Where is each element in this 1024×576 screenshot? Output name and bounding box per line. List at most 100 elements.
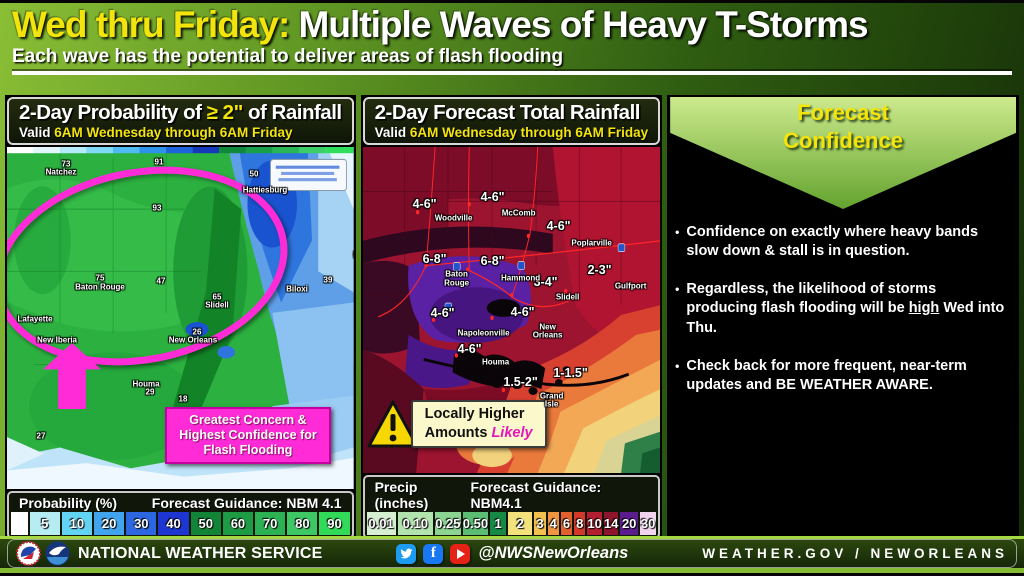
map-label: New Iberia bbox=[36, 335, 78, 345]
legend-cell: 30 bbox=[126, 512, 157, 535]
legend-cell bbox=[11, 512, 28, 535]
map-label: Orleans bbox=[532, 330, 563, 340]
footer: NATIONAL WEATHER SERVICE f @NWSNewOrlean… bbox=[0, 536, 1024, 573]
city-dots bbox=[415, 202, 567, 393]
rainfall-panel: 2-Day Forecast Total Rainfall Valid 6AM … bbox=[360, 95, 663, 541]
map-label: 75 bbox=[95, 273, 105, 283]
warning-line-2-pre: Amounts bbox=[424, 425, 492, 441]
nws-wordmark: NATIONAL WEATHER SERVICE bbox=[78, 544, 323, 562]
bullet-marker: • bbox=[675, 282, 680, 297]
map-label: 4-6" bbox=[430, 306, 455, 320]
map-label: New bbox=[539, 322, 556, 332]
map-label: 4-6" bbox=[546, 219, 571, 233]
probability-colorbar: 5 10 20 30 40 50 60 70 80 90 bbox=[11, 512, 350, 535]
legend-cell: 20 bbox=[94, 512, 125, 535]
map-label: 4-6" bbox=[412, 197, 437, 211]
legend-cell: 3 bbox=[534, 512, 546, 535]
interstate-shields bbox=[444, 243, 625, 312]
probability-panel: 2-Day Probability of ≥ 2" of Rainfall Va… bbox=[5, 95, 356, 541]
facebook-icon[interactable]: f bbox=[423, 543, 444, 564]
footer-bar: NATIONAL WEATHER SERVICE f @NWSNewOrlean… bbox=[7, 539, 1017, 568]
legend-cell: 30 bbox=[640, 512, 657, 535]
probability-map-image bbox=[7, 147, 354, 489]
legend-cell: 70 bbox=[255, 512, 286, 535]
map-label: 4-6" bbox=[510, 305, 535, 319]
probability-legend: Probability (%) Forecast Guidance: NBM 4… bbox=[7, 491, 354, 539]
map-label: Baton Rouge bbox=[75, 282, 125, 292]
warning-line-2-accent: Likely bbox=[491, 425, 533, 441]
map-label: 47 bbox=[156, 276, 166, 286]
map-label: Napoleonville bbox=[457, 328, 510, 338]
legend-cell: 60 bbox=[222, 512, 254, 535]
rainfall-panel-title: 2-Day Forecast Total Rainfall bbox=[374, 101, 641, 124]
probability-valid-line: Valid 6AM Wednesday through 6AM Friday bbox=[19, 125, 342, 140]
header-divider bbox=[12, 70, 1012, 75]
map-label: 29 bbox=[145, 387, 155, 397]
map-label: 73 bbox=[61, 159, 71, 169]
model-info-box bbox=[270, 158, 347, 192]
page-title-main: Multiple Waves of Heavy T-Storms bbox=[289, 4, 869, 45]
probability-title-accent: ≥ 2" bbox=[206, 101, 244, 124]
map-label: Biloxi bbox=[286, 284, 308, 294]
social-icons: f bbox=[396, 543, 471, 564]
map-label: Grand bbox=[539, 391, 564, 401]
probability-top-colorbar bbox=[7, 147, 354, 154]
probability-title-pre: 2-Day Probability of bbox=[19, 101, 207, 124]
map-label: 93 bbox=[152, 203, 162, 213]
warning-triangle-icon bbox=[367, 400, 419, 448]
legend-cell: 0.25 bbox=[435, 512, 461, 535]
map-label: Natchez bbox=[45, 167, 77, 177]
bullet-text: Confidence on exactly where heavy bands … bbox=[686, 224, 979, 260]
confidence-arrow: Forecast Confidence bbox=[670, 97, 1016, 209]
twitter-icon[interactable] bbox=[396, 543, 417, 564]
flash-flood-annotation: Greatest Concern & Highest Confidence fo… bbox=[165, 407, 331, 464]
map-label: Poplarville bbox=[571, 238, 612, 248]
map-label: Hammond bbox=[501, 273, 541, 283]
bullet-text: Check back for more frequent, near-term … bbox=[686, 357, 967, 393]
probability-panel-header: 2-Day Probability of ≥ 2" of Rainfall Va… bbox=[7, 97, 354, 145]
legend-cell: 0.01 bbox=[366, 512, 396, 535]
confidence-panel: Forecast Confidence • Confidence on exact… bbox=[667, 95, 1019, 541]
nws-logo-icon bbox=[16, 541, 41, 566]
map-label: 3-4" bbox=[533, 275, 558, 289]
bullet-item: • Confidence on exactly where heavy bands… bbox=[675, 223, 1011, 261]
bullet-marker: • bbox=[675, 358, 680, 373]
map-label: Woodville bbox=[434, 213, 473, 223]
map-label: 4-6" bbox=[480, 190, 505, 204]
map-label: New Orleans bbox=[168, 335, 218, 345]
map-label: 91 bbox=[154, 157, 164, 167]
agency-logos bbox=[16, 541, 70, 566]
legend-cell: 8 bbox=[574, 512, 586, 535]
rainfall-map: Precipitation [in] 10"8"6"4"3"2"1.5"1"0.… bbox=[362, 147, 661, 473]
warning-line-1: Locally Higher bbox=[424, 406, 525, 423]
map-label: 65 bbox=[212, 292, 222, 302]
map-label: Hattiesburg bbox=[242, 185, 288, 195]
map-label: 27 bbox=[36, 431, 46, 441]
valid-label: Valid bbox=[19, 125, 55, 140]
probability-title-post: of Rainfall bbox=[242, 101, 342, 124]
map-label: Lafayette bbox=[17, 314, 53, 324]
legend-cell: 40 bbox=[158, 512, 189, 535]
precip-legend: Precip (inches) Forecast Guidance: NBM4.… bbox=[362, 475, 661, 539]
legend-cell: 2 bbox=[508, 512, 533, 535]
map-label: 6-8" bbox=[422, 252, 447, 266]
youtube-icon[interactable] bbox=[450, 543, 471, 564]
map-label: Slidell bbox=[555, 292, 580, 302]
precip-legend-guidance: Forecast Guidance: NBM4.1 bbox=[470, 479, 602, 511]
confidence-title: Forecast Confidence bbox=[670, 99, 1016, 154]
map-label: Isle bbox=[544, 399, 559, 409]
legend-cell: 5 bbox=[29, 512, 60, 535]
confidence-bullets: • Confidence on exactly where heavy bands… bbox=[669, 223, 1017, 414]
map-label: Houma bbox=[482, 357, 510, 367]
bullet-text: Regardless, the likelihood of storms pro… bbox=[686, 281, 1005, 336]
website-url[interactable]: WEATHER.GOV / NEWORLEANS bbox=[702, 546, 1008, 561]
map-label: McComb bbox=[501, 208, 536, 218]
map-label: Baton bbox=[445, 269, 468, 279]
social-handle[interactable]: @NWSNewOrleans bbox=[478, 544, 629, 562]
panel-row: 2-Day Probability of ≥ 2" of Rainfall Va… bbox=[5, 95, 1019, 541]
legend-cell: 50 bbox=[190, 512, 221, 535]
probability-legend-label: Probability (%) bbox=[19, 495, 118, 511]
legend-cell: 90 bbox=[319, 512, 350, 535]
map-label: Slidell bbox=[205, 300, 229, 310]
